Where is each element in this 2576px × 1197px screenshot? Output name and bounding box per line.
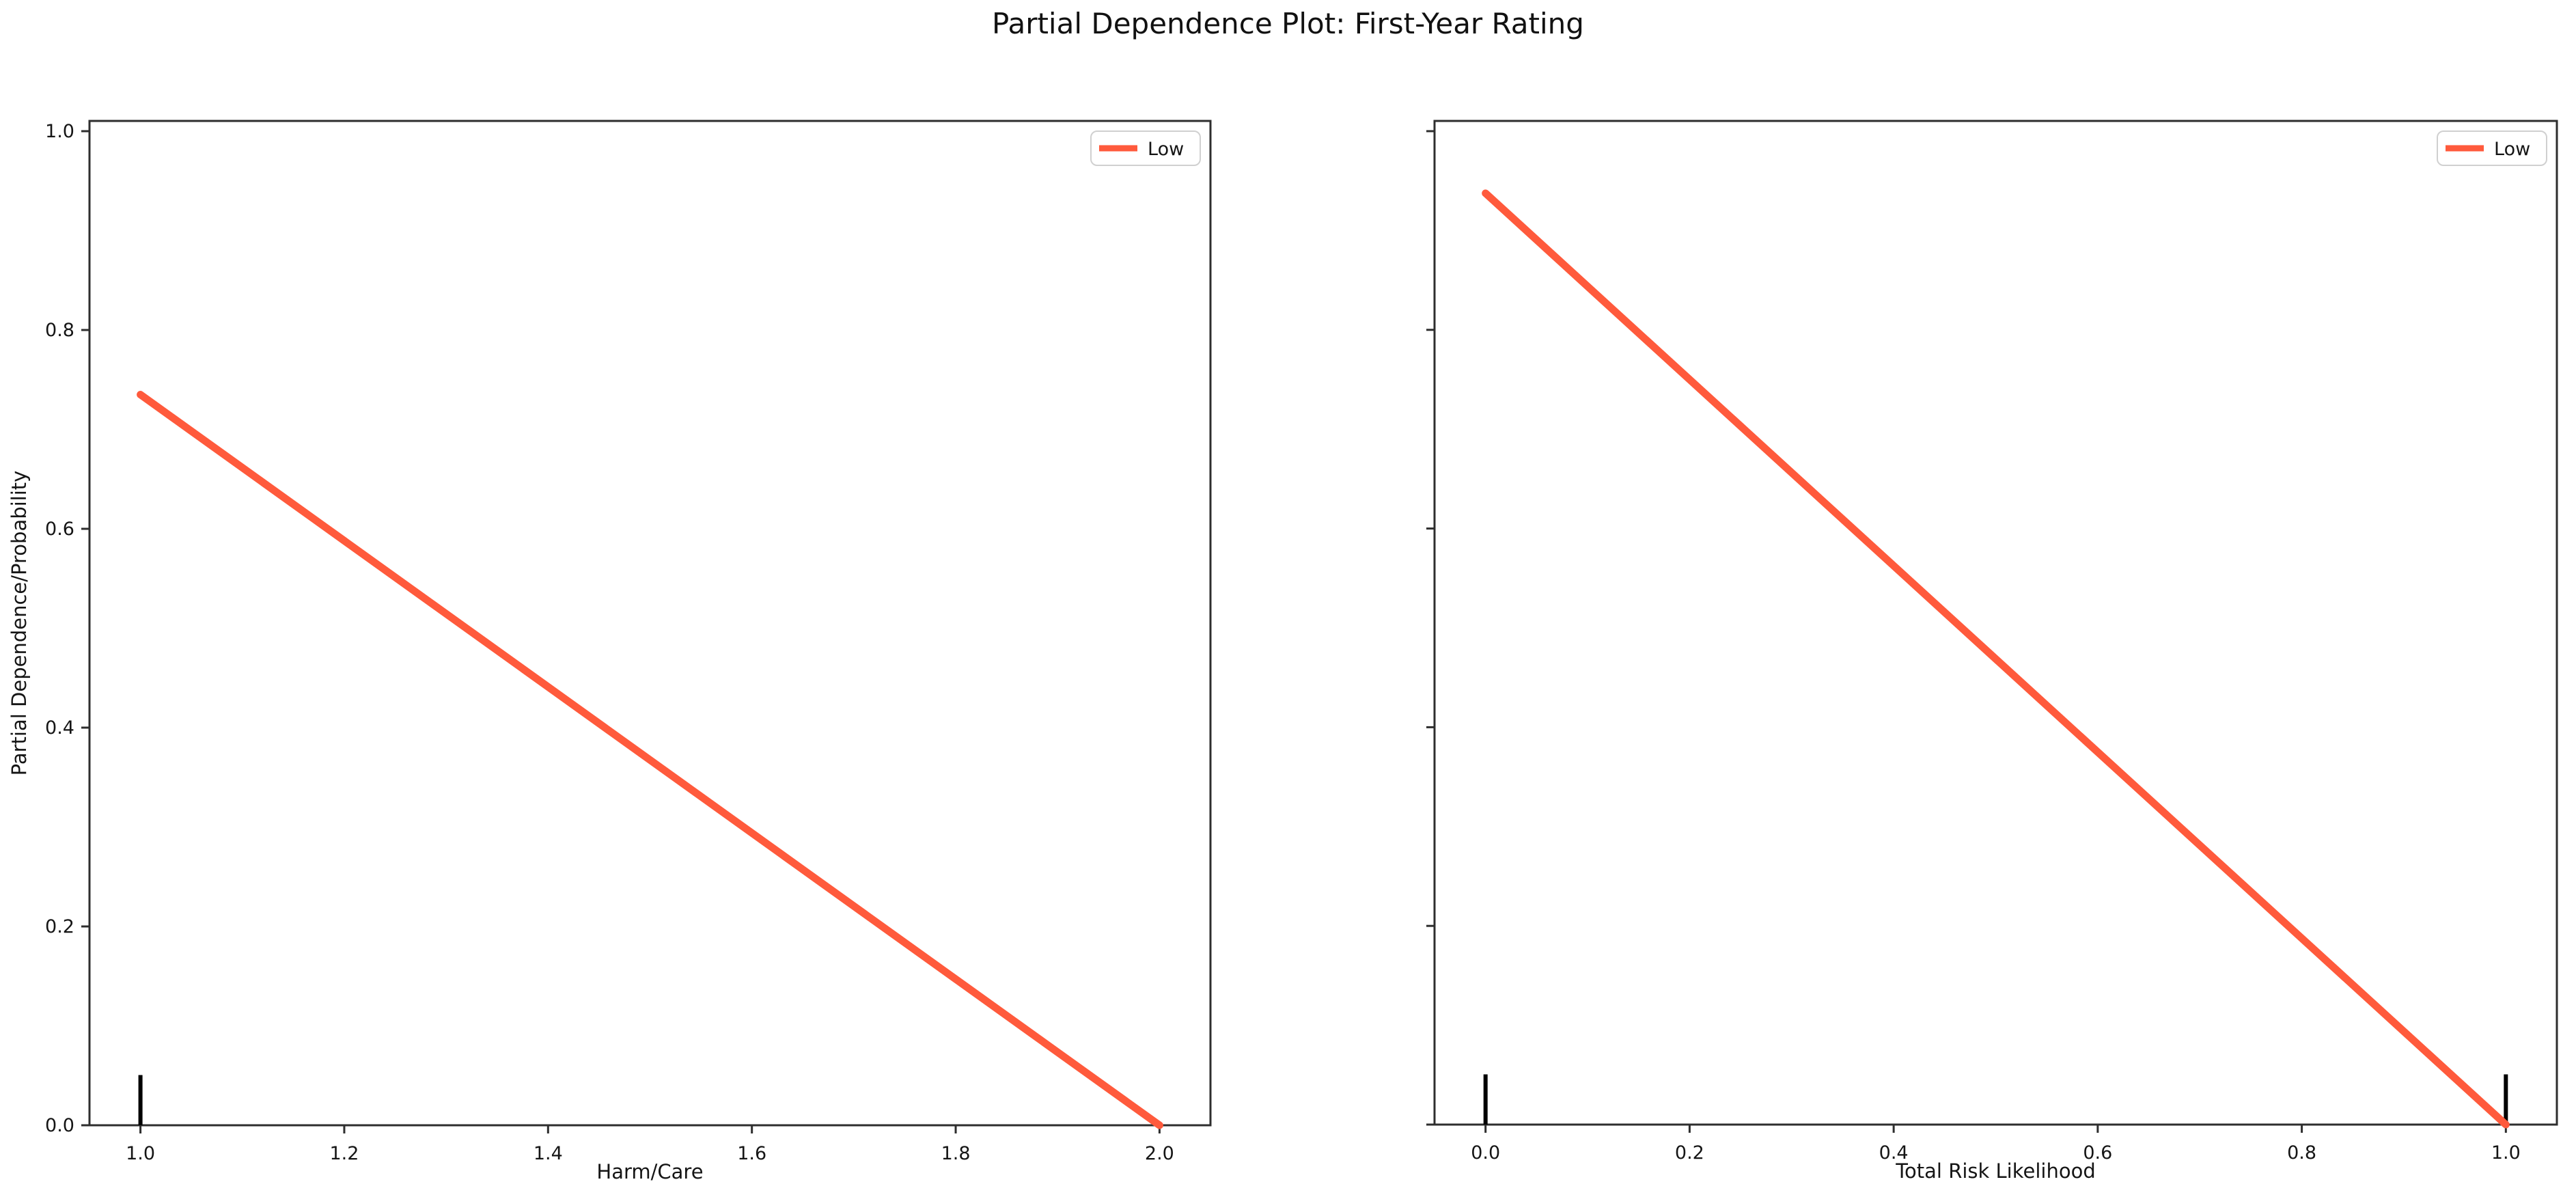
right-legend: Low xyxy=(2437,130,2547,166)
right-legend-label: Low xyxy=(2494,139,2530,160)
right-x-tick-label: 0.8 xyxy=(2287,1142,2316,1164)
left-pdp-line-low xyxy=(137,391,1163,1129)
left-legend: Low xyxy=(1090,130,1201,166)
left-y-tick-label: 1.0 xyxy=(45,121,74,142)
right-legend-box xyxy=(2437,130,2547,166)
right-axes-frame xyxy=(1433,120,2558,1126)
right-x-axis-label: Total Risk Likelihood xyxy=(1895,1159,2095,1183)
left-legend-box xyxy=(1090,130,1201,166)
left-x-tick-label: 1.6 xyxy=(737,1143,766,1164)
right-x-tick-label: 0.0 xyxy=(1471,1142,1500,1164)
right-x-tick-label: 0.2 xyxy=(1675,1142,1704,1164)
right-pdp-line-low xyxy=(1482,189,2510,1129)
right-x-tick-label: 0.4 xyxy=(1879,1142,1909,1164)
left-subplot: 1.0 1.2 1.4 1.6 1.8 2.0 0.0 0.2 0.4 0.6 0.8 1.0 Harm… xyxy=(8,120,1212,1183)
left-x-tick-label: 1.4 xyxy=(534,1143,563,1164)
right-subplot: 0.0 0.2 0.4 0.6 0.8 1.0 Total Risk Likelihood L… xyxy=(1426,120,2558,1183)
left-y-tick-label: 0.8 xyxy=(45,320,74,341)
left-x-axis-label: Harm/Care xyxy=(596,1160,703,1183)
left-y-axis-label: Partial Dependence/Probability xyxy=(8,471,31,776)
left-y-tick-label: 0.4 xyxy=(45,717,74,739)
left-y-tick-label: 0.2 xyxy=(45,916,74,937)
left-axes-frame xyxy=(88,120,1212,1127)
left-y-tick-label: 0.6 xyxy=(45,519,74,540)
left-x-tick-label: 1.8 xyxy=(941,1143,971,1164)
left-y-tick-label: 0.0 xyxy=(45,1115,74,1136)
left-legend-label: Low xyxy=(1148,139,1184,160)
left-x-tick-label: 2.0 xyxy=(1145,1143,1174,1164)
figure-title: Partial Dependence Plot: First-Year Rati… xyxy=(992,7,1584,40)
left-x-tick-label: 1.0 xyxy=(126,1143,155,1164)
right-x-tick-label: 1.0 xyxy=(2491,1142,2521,1164)
right-x-tick-label: 0.6 xyxy=(2083,1142,2112,1164)
left-x-tick-label: 1.2 xyxy=(329,1143,359,1164)
